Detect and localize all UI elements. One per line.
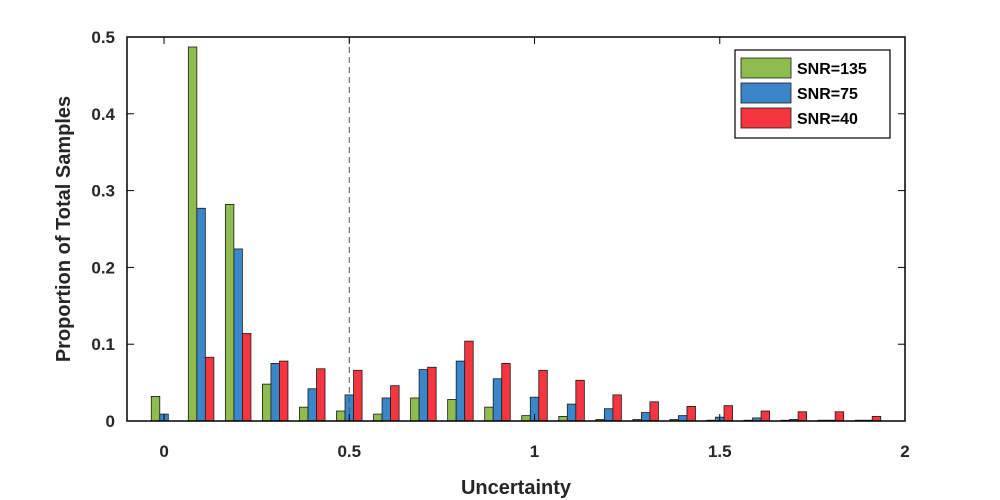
y-tick-label: 0.1: [91, 335, 115, 354]
bar-3-2: [242, 333, 252, 422]
bar-2-13: [641, 412, 651, 422]
bar-3-17: [797, 411, 808, 422]
bar-2-2: [233, 248, 243, 422]
bar-1-3: [262, 383, 272, 422]
bar-3-11: [575, 379, 585, 422]
bar-3-12: [612, 394, 622, 422]
bar-2-11: [566, 403, 577, 422]
bar-2-1: [196, 207, 206, 422]
bar-1-0: [150, 396, 161, 422]
bar-3-6: [390, 385, 400, 422]
bar-1-4: [299, 406, 309, 422]
bar-2-6: [381, 397, 391, 422]
y-tick-label: 0.5: [91, 28, 115, 47]
y-tick-label: 0.2: [91, 258, 115, 277]
bar-2-4: [307, 388, 317, 422]
bars-layer: [150, 46, 882, 422]
y-tick-label: 0.4: [91, 105, 115, 124]
bar-1-1: [187, 46, 198, 422]
bar-1-5: [336, 410, 346, 422]
legend-swatch-1: [740, 57, 792, 79]
bar-1-10: [521, 415, 531, 422]
bar-3-10: [538, 369, 548, 422]
bar-3-14: [686, 406, 696, 422]
legend: SNR=135 SNR=75 SNR=40: [734, 49, 891, 139]
x-tick-label: 0.5: [337, 442, 361, 461]
bar-3-4: [316, 368, 326, 422]
bar-2-8: [455, 360, 466, 422]
bar-3-9: [501, 362, 511, 422]
legend-label-2: SNR=75: [797, 86, 858, 103]
x-tick-label: 1.5: [708, 442, 732, 461]
bar-3-16: [760, 410, 770, 422]
plot-area-frame: [126, 36, 906, 422]
y-tick-label: 0: [106, 412, 115, 431]
x-tick-label: 1: [530, 442, 539, 461]
bar-3-8: [464, 340, 474, 422]
x-axis: 0 0.5 1 1.5 2: [159, 37, 910, 461]
legend-label-1: SNR=135: [797, 61, 867, 78]
bar-3-1: [204, 356, 215, 422]
bar-3-3: [279, 360, 289, 422]
bar-3-15: [723, 405, 733, 422]
bar-3-13: [649, 401, 659, 422]
x-axis-title: Uncertainty: [461, 477, 572, 499]
legend-swatch-3: [740, 107, 792, 129]
y-tick-label: 0.3: [91, 182, 115, 201]
bar-3-5: [353, 369, 363, 422]
bar-1-2: [224, 204, 235, 422]
bar-1-6: [373, 413, 383, 422]
y-axis: 0 0.1 0.2 0.3 0.4 0.5: [91, 28, 905, 431]
x-tick-label: 2: [900, 442, 909, 461]
bar-1-7: [410, 397, 420, 422]
bar-2-3: [270, 362, 280, 422]
bar-2-14: [678, 415, 688, 422]
bar-3-18: [834, 411, 845, 422]
bar-2-9: [492, 378, 503, 422]
bar-3-7: [427, 366, 437, 422]
legend-swatch-2: [740, 82, 792, 104]
y-axis-title: Proportion of Total Samples: [53, 96, 75, 362]
bar-2-12: [603, 408, 614, 422]
bar-1-8: [447, 399, 457, 422]
x-tick-label: 0: [159, 442, 168, 461]
legend-label-3: SNR=40: [797, 111, 858, 128]
bar-1-9: [484, 406, 494, 422]
bar-2-7: [418, 369, 429, 422]
